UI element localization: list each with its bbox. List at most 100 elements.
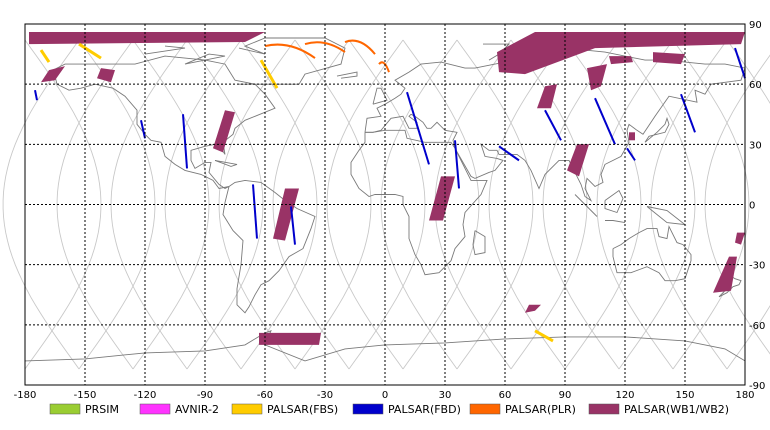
plr-swath xyxy=(264,43,316,59)
legend: PRSIM AVNIR-2 PALSAR(FBS) PALSAR(FBD) PALSAR… xyxy=(49,403,729,416)
fbd-swath xyxy=(734,47,746,79)
fbd-swath xyxy=(498,145,520,162)
coastline xyxy=(646,206,687,226)
wb-swath xyxy=(273,188,299,241)
fbd-swath xyxy=(140,120,146,139)
wb-swath xyxy=(41,66,65,83)
wb-swath xyxy=(587,64,607,91)
legend-swatch xyxy=(139,403,171,415)
fbs-swath xyxy=(534,329,554,343)
y-tick-label: -60 xyxy=(749,321,765,332)
graticule xyxy=(25,24,745,385)
coastline xyxy=(144,45,186,55)
x-tick-label: 120 xyxy=(615,390,634,401)
coastline xyxy=(574,194,598,217)
fbd-swath xyxy=(544,109,562,141)
x-tick-label: -150 xyxy=(74,390,97,401)
orbit-track xyxy=(348,39,426,370)
orbit-track xyxy=(672,39,750,370)
x-tick-label: -180 xyxy=(14,390,37,401)
map-frame xyxy=(24,23,746,386)
fbd-swath xyxy=(594,97,616,145)
wb-swath xyxy=(537,84,557,109)
wb-swath xyxy=(653,52,685,65)
wb-swath xyxy=(713,256,737,293)
coastline xyxy=(48,55,276,190)
coastline xyxy=(612,225,692,282)
coastline xyxy=(364,49,746,202)
y-tick-label: 60 xyxy=(749,80,762,91)
fbd-swath xyxy=(406,91,430,165)
coastline xyxy=(472,230,486,256)
orbit-track xyxy=(24,39,102,370)
x-tick-label: -120 xyxy=(134,390,157,401)
fbs-swath xyxy=(39,49,51,63)
y-tick-label: 90 xyxy=(749,20,762,31)
y-axis-ticks: 90 60 30 0 -30 -60 -90 xyxy=(749,20,765,392)
wb-swath xyxy=(735,232,745,245)
orbit-track xyxy=(564,39,642,370)
x-tick-label: -30 xyxy=(317,390,333,401)
orbit-track xyxy=(326,39,404,370)
fbs-swath xyxy=(259,59,279,89)
y-tick-label: 30 xyxy=(749,140,762,151)
fbd-swath xyxy=(34,89,38,101)
orbit-track xyxy=(240,39,318,370)
orbit-track xyxy=(726,39,770,370)
wb-swath xyxy=(213,110,235,153)
x-tick-label: -60 xyxy=(257,390,273,401)
fbs-swath xyxy=(78,42,102,60)
wb-swath xyxy=(429,176,455,221)
legend-label: PRSIM xyxy=(85,403,119,416)
x-tick-label: -90 xyxy=(197,390,213,401)
wb-swath xyxy=(525,304,541,313)
wb-swath xyxy=(497,32,745,75)
coastline xyxy=(604,189,624,214)
legend-label: PALSAR(FBS) xyxy=(267,403,338,416)
y-tick-label: -90 xyxy=(749,381,765,392)
coastline xyxy=(644,116,670,143)
coastline xyxy=(605,220,626,224)
legend-label: PALSAR(FBD) xyxy=(388,403,461,416)
plr-swath xyxy=(344,39,376,55)
orbit-track xyxy=(650,39,728,370)
wb-swath xyxy=(609,56,633,65)
x-tick-label: 150 xyxy=(675,390,694,401)
coastline xyxy=(336,71,358,79)
wb-swath xyxy=(629,132,635,141)
plr-swath xyxy=(304,41,346,53)
y-tick-label: 0 xyxy=(749,201,755,212)
wb-swath xyxy=(259,332,321,345)
legend-label: AVNIR-2 xyxy=(175,403,219,416)
legend-swatch xyxy=(352,403,384,415)
x-tick-label: 0 xyxy=(382,390,388,401)
wb-swath xyxy=(567,144,589,177)
orbit-track xyxy=(132,39,210,370)
orbit-track xyxy=(542,39,620,370)
fbd-swath xyxy=(454,140,460,189)
wb-swath xyxy=(29,32,265,45)
coastline xyxy=(214,159,238,167)
legend-swatch xyxy=(49,403,81,415)
fbd-swath xyxy=(626,147,636,161)
legend-swatch xyxy=(469,403,501,415)
fbd-swath xyxy=(290,206,296,245)
y-tick-label: -30 xyxy=(749,261,765,272)
x-tick-label: 180 xyxy=(735,390,754,401)
coastline xyxy=(24,330,746,362)
orbit-track xyxy=(456,39,534,370)
coastline xyxy=(222,179,316,314)
fbd-swath xyxy=(252,184,258,239)
plr-swath xyxy=(378,61,390,73)
orbit-track xyxy=(110,39,188,370)
observation-swaths xyxy=(29,32,746,345)
coastline xyxy=(372,87,388,105)
x-tick-label: 30 xyxy=(439,390,452,401)
x-tick-label: 90 xyxy=(559,390,572,401)
legend-label: PALSAR(PLR) xyxy=(505,403,576,416)
x-tick-label: 60 xyxy=(499,390,512,401)
fbd-swath xyxy=(182,114,188,169)
legend-swatch xyxy=(588,403,620,415)
wb-swath xyxy=(97,68,115,83)
